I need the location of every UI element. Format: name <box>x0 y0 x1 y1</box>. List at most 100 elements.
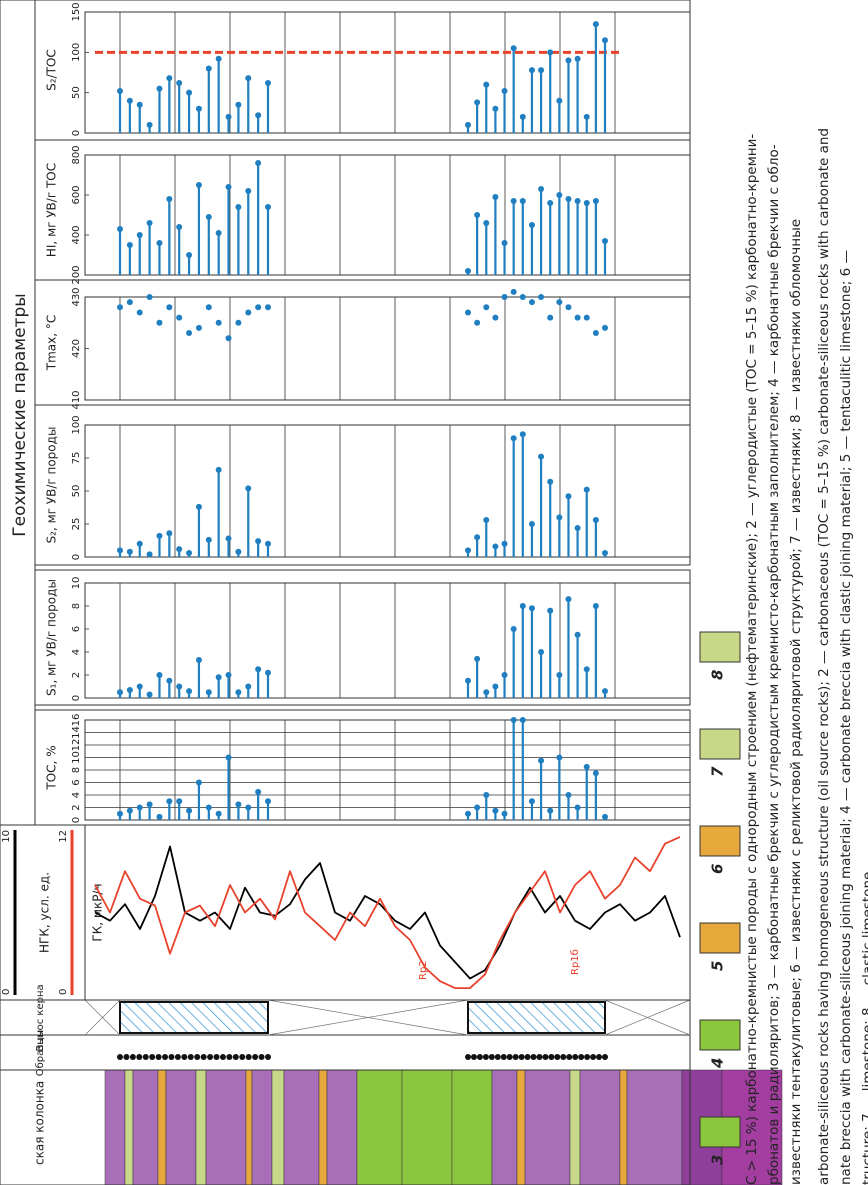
stem-dot <box>474 534 481 541</box>
lithology-layer <box>626 1069 683 1185</box>
stem-dot <box>501 540 508 547</box>
tick-label: 410 <box>71 390 82 409</box>
stem-dot <box>528 605 535 612</box>
sample-dot <box>470 1054 477 1060</box>
stem-dot <box>126 299 133 306</box>
legend-swatch <box>699 1116 741 1148</box>
sample-dot <box>162 1054 169 1060</box>
stem-dot <box>501 672 508 678</box>
stem-dot <box>501 294 508 300</box>
tick-label: 0 <box>71 695 82 701</box>
sample-dot <box>578 1054 585 1060</box>
stem-dot <box>465 268 471 274</box>
stem-dot <box>195 105 202 112</box>
stem-dot <box>602 550 608 557</box>
tick-label: 6 <box>71 626 82 632</box>
log-tick-label: 0 <box>58 989 69 995</box>
stem-dot <box>519 113 526 120</box>
tick-label: 2 <box>71 804 82 810</box>
stem-dot <box>205 689 212 696</box>
sample-dot <box>200 1054 207 1060</box>
stem-dot <box>136 101 143 108</box>
sample-dot <box>584 1054 591 1060</box>
stem-dot <box>592 517 599 524</box>
stem-dot <box>215 674 222 681</box>
stem-dot <box>574 198 581 204</box>
panel-label: S₂, мг УВ/г породы <box>45 427 59 544</box>
stem-dot <box>528 521 535 527</box>
legend-number: 3 <box>709 1155 727 1165</box>
tick-label: 100 <box>71 415 82 434</box>
stem-dot <box>538 649 545 655</box>
lithology-layer <box>165 1069 197 1185</box>
stem-dot <box>245 683 252 690</box>
tick-label: 25 <box>71 518 82 531</box>
tick-label: 2 <box>71 672 82 678</box>
stem-dot <box>492 314 499 321</box>
stem-dot <box>465 810 471 817</box>
panel-label: HI, мг УВ/г ТОС <box>45 163 59 257</box>
stem-dot <box>538 294 545 300</box>
stem-dot <box>117 689 123 696</box>
sample-dot <box>245 1054 252 1060</box>
stem-dot <box>126 242 133 248</box>
stem-dot <box>176 546 183 553</box>
stem-dot <box>265 304 271 311</box>
stem-dot <box>195 182 202 188</box>
stem-dot <box>136 232 143 238</box>
sample-dot <box>226 1054 233 1060</box>
stem-dot <box>556 192 563 198</box>
legend-number: 4 <box>709 1058 727 1069</box>
sample-dot <box>524 1054 531 1060</box>
tick-label: 420 <box>71 339 82 358</box>
sample-dot <box>542 1054 549 1060</box>
stem-dot <box>565 57 572 64</box>
lithology-layer <box>579 1069 621 1185</box>
column-header: Вынос керна <box>35 984 46 1051</box>
stem-dot <box>592 770 599 777</box>
plot-frame <box>84 582 691 699</box>
stem-dot <box>215 230 222 236</box>
stem-dot <box>501 88 508 95</box>
lithology-layer <box>569 1069 581 1185</box>
panel-frame <box>34 139 691 281</box>
sample-dot <box>572 1054 579 1060</box>
stem-dot <box>205 536 212 543</box>
log-annotation: Rp2 <box>418 960 429 980</box>
stem-dot <box>215 466 222 473</box>
stem-dot <box>510 198 517 204</box>
legend-number: 5 <box>709 961 727 971</box>
lithology-layer <box>124 1069 134 1185</box>
stem-dot <box>126 686 133 693</box>
stem-dot <box>215 810 222 817</box>
core-cross <box>267 999 469 1036</box>
caption-line: tructure; 7 — limestone; 8 — clastic lim… <box>860 872 868 1185</box>
stem-dot <box>528 222 535 228</box>
panel-frame <box>34 0 691 141</box>
lithology-layer <box>516 1069 526 1185</box>
log-label: НГК, усл. ед. <box>38 872 52 953</box>
tick-label: 150 <box>71 2 82 21</box>
stem-dot <box>538 67 545 74</box>
stem-dot <box>528 67 535 74</box>
stem-dot <box>176 683 183 690</box>
stem-dot <box>592 21 599 28</box>
stem-dot <box>510 288 517 295</box>
stem-dot <box>126 97 133 104</box>
stem-dot <box>565 196 572 202</box>
lithology-layer <box>104 1069 126 1185</box>
caption-line: nate breccia with carbonate-siliceous jo… <box>838 250 854 1185</box>
tick-label: 0 <box>71 817 82 823</box>
stem-dot <box>583 763 590 770</box>
lithology-layer <box>451 1069 493 1185</box>
stem-dot <box>574 804 581 811</box>
log-annotation: Rp1б <box>570 949 581 975</box>
stem-dot <box>265 204 271 210</box>
lithology-layer <box>318 1069 328 1185</box>
stem-dot <box>483 304 490 311</box>
sample-dot <box>482 1054 489 1060</box>
tick-label: 10 <box>71 577 82 590</box>
tick-label: 8 <box>71 603 82 609</box>
sample-dot <box>500 1054 507 1060</box>
